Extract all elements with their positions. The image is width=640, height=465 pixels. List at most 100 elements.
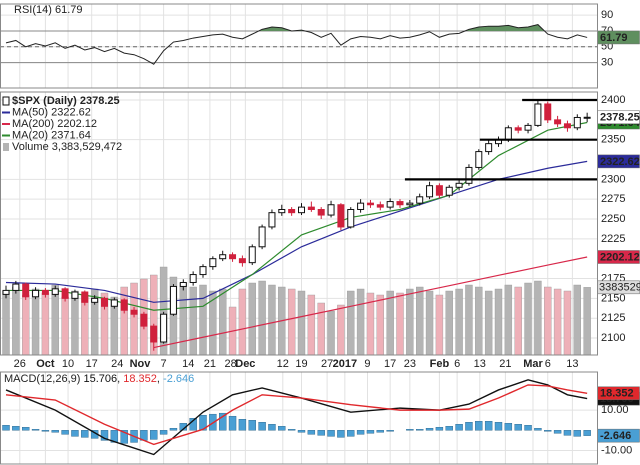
volume-bar bbox=[327, 310, 335, 356]
panel-frame bbox=[0, 91, 598, 356]
candle-body bbox=[278, 208, 286, 214]
histogram-bar bbox=[51, 430, 59, 433]
x-tick-label: 23 bbox=[404, 358, 416, 370]
value-badge-label: 61.79 bbox=[600, 32, 628, 44]
y-tick-label: -10.00 bbox=[601, 444, 632, 456]
histogram-bar bbox=[524, 425, 532, 431]
volume-bar bbox=[22, 294, 30, 356]
macd-value: -2.646 bbox=[163, 373, 194, 385]
legend-value: 2378.25 bbox=[80, 95, 120, 107]
candle-body bbox=[130, 309, 138, 315]
x-tick-label: 21 bbox=[499, 358, 511, 370]
histogram-bar bbox=[475, 421, 483, 431]
legend-value: 2202.12 bbox=[57, 118, 97, 130]
legend-name: MA(20) bbox=[12, 129, 48, 141]
macd-title: MACD(12,26,9) bbox=[4, 373, 80, 385]
candle-body bbox=[219, 254, 227, 260]
candle-body bbox=[22, 283, 30, 298]
legend-swatch bbox=[3, 143, 9, 151]
value-badge-label: 2378.25 bbox=[600, 112, 640, 124]
histogram-bar bbox=[100, 430, 109, 441]
histogram-bar bbox=[31, 429, 40, 431]
histogram-bar bbox=[514, 424, 522, 431]
histogram-bar bbox=[278, 426, 286, 431]
candle-body bbox=[229, 254, 237, 260]
candle-body bbox=[534, 103, 542, 126]
rsi-title: RSI(14) bbox=[14, 4, 52, 16]
histogram-bar bbox=[484, 421, 493, 431]
legend-value: 2371.64 bbox=[51, 129, 91, 141]
histogram-bar bbox=[258, 422, 266, 431]
histogram-bar bbox=[2, 425, 10, 431]
y-tick-label: 2225 bbox=[601, 233, 625, 245]
legend-entry: $SPX (Daily) 2378.25 bbox=[12, 95, 120, 107]
rsi-overbought-area bbox=[258, 24, 545, 31]
candle-body bbox=[51, 288, 59, 295]
volume-bar bbox=[238, 288, 247, 356]
candle-body bbox=[416, 196, 424, 204]
x-tick-label: 13 bbox=[474, 358, 486, 370]
histogram-bar bbox=[534, 428, 542, 431]
x-tick-label: 17 bbox=[384, 358, 396, 370]
volume-bar bbox=[189, 286, 197, 356]
y-tick-label: 2150 bbox=[601, 292, 625, 304]
volume-bar bbox=[524, 282, 532, 356]
y-tick-label: 2100 bbox=[601, 332, 625, 344]
y-tick-label: 2400 bbox=[601, 94, 625, 106]
x-tick-label: 7 bbox=[161, 358, 167, 370]
candle-body bbox=[101, 297, 108, 307]
histogram-bar bbox=[41, 430, 50, 432]
volume-bar bbox=[61, 296, 69, 356]
macd-value: 18.352 bbox=[123, 373, 157, 385]
macd-line bbox=[5, 384, 588, 446]
volume-bar bbox=[484, 290, 493, 356]
histogram-bar bbox=[573, 430, 581, 437]
legend-entry: MA(20) 2371.64 bbox=[12, 129, 91, 141]
candle-body bbox=[140, 313, 148, 327]
candle-body bbox=[347, 208, 355, 228]
panel-frame bbox=[0, 3, 598, 89]
candle-body bbox=[71, 291, 79, 299]
x-tick-label: 6 bbox=[454, 358, 460, 370]
volume-bar bbox=[268, 284, 276, 356]
volume-bar bbox=[563, 290, 572, 356]
histogram-bar bbox=[307, 430, 316, 435]
panel-frame bbox=[0, 371, 598, 465]
volume-bar bbox=[544, 286, 552, 356]
candle-body bbox=[524, 124, 532, 131]
candle-body bbox=[455, 182, 463, 188]
candle-body bbox=[386, 201, 394, 208]
volume-bar bbox=[445, 290, 453, 356]
candle-body bbox=[41, 289, 49, 295]
volume-bar bbox=[396, 292, 404, 356]
volume-bar bbox=[258, 280, 266, 356]
histogram-bar bbox=[248, 420, 256, 431]
volume-bar bbox=[179, 282, 188, 356]
histogram-bar bbox=[287, 429, 296, 431]
histogram-bar bbox=[81, 430, 89, 438]
candle-body bbox=[583, 116, 591, 119]
candle-body bbox=[504, 127, 512, 141]
x-tick-label: Oct bbox=[36, 358, 55, 370]
volume-bar bbox=[583, 287, 591, 356]
value-badge-label: 2202.12 bbox=[600, 251, 640, 263]
histogram-bar bbox=[297, 430, 306, 433]
legend-name: MA(50) bbox=[12, 106, 48, 118]
y-tick-label: 2125 bbox=[601, 312, 625, 324]
candle-body bbox=[61, 288, 69, 299]
volume-bar bbox=[455, 288, 463, 356]
volume-bar bbox=[504, 284, 513, 356]
x-tick-label: 17 bbox=[86, 358, 98, 370]
candle-body bbox=[396, 201, 404, 206]
macd-line bbox=[5, 379, 588, 456]
candle-body bbox=[485, 143, 493, 153]
value-badge-label: 2322.62 bbox=[600, 156, 640, 168]
candle-body bbox=[475, 151, 483, 168]
volume-bar bbox=[41, 292, 50, 356]
x-tick-label: 21 bbox=[204, 358, 216, 370]
histogram-bar bbox=[228, 415, 237, 431]
value-badge-label: -2.646 bbox=[600, 430, 631, 442]
histogram-bar bbox=[504, 423, 513, 431]
volume-bar bbox=[534, 280, 542, 356]
volume-bar bbox=[386, 290, 394, 356]
